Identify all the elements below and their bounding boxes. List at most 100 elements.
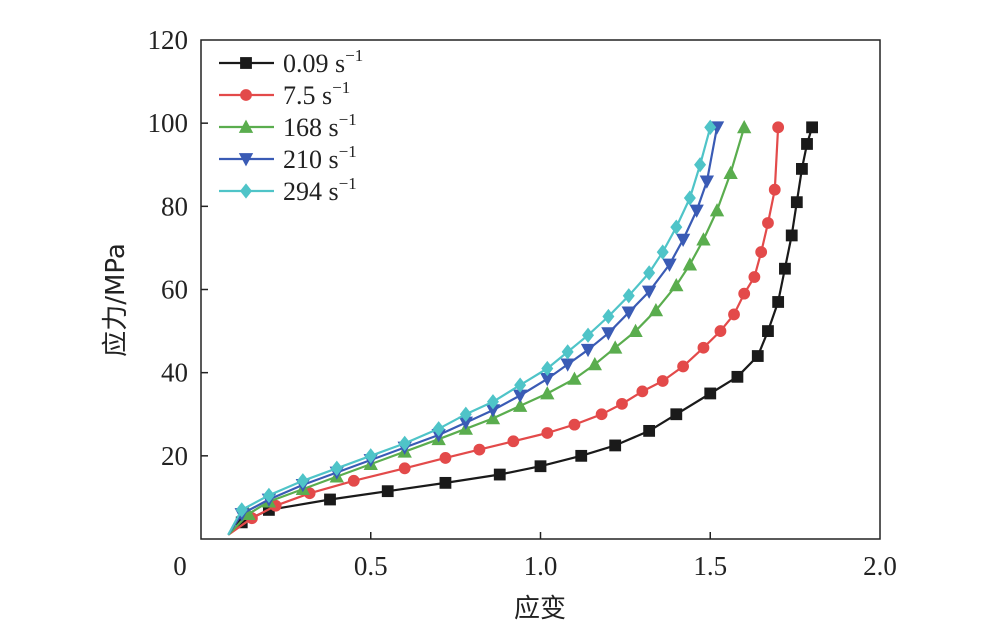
legend-label: 210 s−1 <box>283 142 357 174</box>
data-point <box>595 408 608 421</box>
data-point <box>728 308 740 321</box>
data-point <box>398 435 411 452</box>
data-point <box>541 427 554 439</box>
y-tick-label: 120 <box>148 25 189 55</box>
series-0 <box>227 121 818 536</box>
series-4 <box>227 119 717 536</box>
legend-label-superscript: −1 <box>339 142 357 161</box>
data-point <box>568 418 581 431</box>
x-tick-label: 0 <box>173 551 187 581</box>
y-tick-label: 60 <box>161 275 188 305</box>
y-tick-label: 20 <box>161 441 188 471</box>
data-point <box>485 411 501 425</box>
legend-label: 7.5 s−1 <box>283 78 350 110</box>
x-axis-title: 应变 <box>514 594 566 624</box>
legend-item: 0.09 s−1 <box>219 46 363 78</box>
data-point <box>622 288 635 304</box>
data-point <box>670 408 683 421</box>
data-point <box>560 358 575 372</box>
legend-label-text: 210 s <box>283 145 339 174</box>
series-line <box>227 127 712 536</box>
y-tick-label: 100 <box>148 108 189 138</box>
legend-marker <box>238 153 254 167</box>
data-point <box>582 327 595 343</box>
data-point <box>704 387 717 400</box>
x-tick-label: 1.0 <box>524 551 558 581</box>
data-point <box>601 327 616 341</box>
x-tick-label: 2.0 <box>863 551 897 581</box>
data-point <box>534 460 547 473</box>
legend-label-text: 0.09 s <box>283 49 345 78</box>
data-point <box>723 165 738 179</box>
data-point <box>561 344 574 360</box>
data-point <box>677 360 689 373</box>
data-point <box>493 468 506 481</box>
data-point <box>514 377 527 393</box>
data-point <box>648 302 664 317</box>
data-point <box>731 370 744 383</box>
data-point <box>507 435 520 448</box>
data-point <box>709 203 725 217</box>
data-point <box>602 308 615 325</box>
x-tick-label: 0.5 <box>354 551 388 581</box>
data-point <box>296 473 309 489</box>
data-point <box>541 360 554 377</box>
legend-label: 0.09 s−1 <box>283 46 363 78</box>
data-point <box>790 196 803 209</box>
legend-label-text: 7.5 s <box>283 81 332 110</box>
data-point <box>636 385 649 398</box>
data-point <box>381 485 394 498</box>
data-point <box>704 119 717 135</box>
data-point <box>587 357 602 371</box>
data-point <box>670 219 683 235</box>
data-point <box>347 474 360 487</box>
data-point <box>580 343 596 358</box>
data-point <box>262 487 275 503</box>
data-point <box>762 325 774 337</box>
data-point <box>330 460 343 476</box>
data-point <box>694 157 707 173</box>
data-point <box>567 371 582 385</box>
data-point <box>512 398 528 412</box>
data-point <box>737 119 752 134</box>
data-point <box>697 341 710 354</box>
legend-marker <box>239 183 253 199</box>
data-point <box>772 296 785 308</box>
series-1 <box>227 121 785 536</box>
data-point <box>616 397 628 410</box>
axis-ticks: 0 0.5 1.0 1.5 2.0 20 40 60 80 100 120 <box>148 25 897 581</box>
data-point <box>755 246 768 258</box>
data-point <box>796 163 808 175</box>
y-tick-label: 40 <box>161 358 188 388</box>
data-point <box>714 325 727 337</box>
series-line <box>227 127 719 536</box>
data-point <box>662 258 677 272</box>
y-tick-label: 80 <box>161 191 188 221</box>
data-point <box>364 448 377 464</box>
data-point <box>608 340 623 354</box>
x-tick-label: 1.5 <box>693 551 727 581</box>
data-point <box>609 439 622 452</box>
legend-marker <box>240 89 252 101</box>
data-point <box>432 421 445 437</box>
data-point <box>398 462 411 475</box>
data-point <box>772 121 785 134</box>
data-point <box>439 476 452 489</box>
data-point <box>785 229 798 242</box>
data-point <box>459 406 472 422</box>
legend-label-superscript: −1 <box>345 46 363 65</box>
data-point <box>801 138 813 150</box>
legend-marker <box>238 119 254 133</box>
legend-label: 294 s−1 <box>283 174 357 206</box>
legend-marker <box>240 57 252 69</box>
data-point <box>748 271 761 283</box>
data-point <box>439 452 452 464</box>
data-point <box>641 285 657 299</box>
legend-label-superscript: −1 <box>332 78 350 97</box>
data-point <box>486 394 499 410</box>
data-point <box>682 257 698 271</box>
data-point <box>621 306 636 320</box>
data-point <box>779 262 791 275</box>
